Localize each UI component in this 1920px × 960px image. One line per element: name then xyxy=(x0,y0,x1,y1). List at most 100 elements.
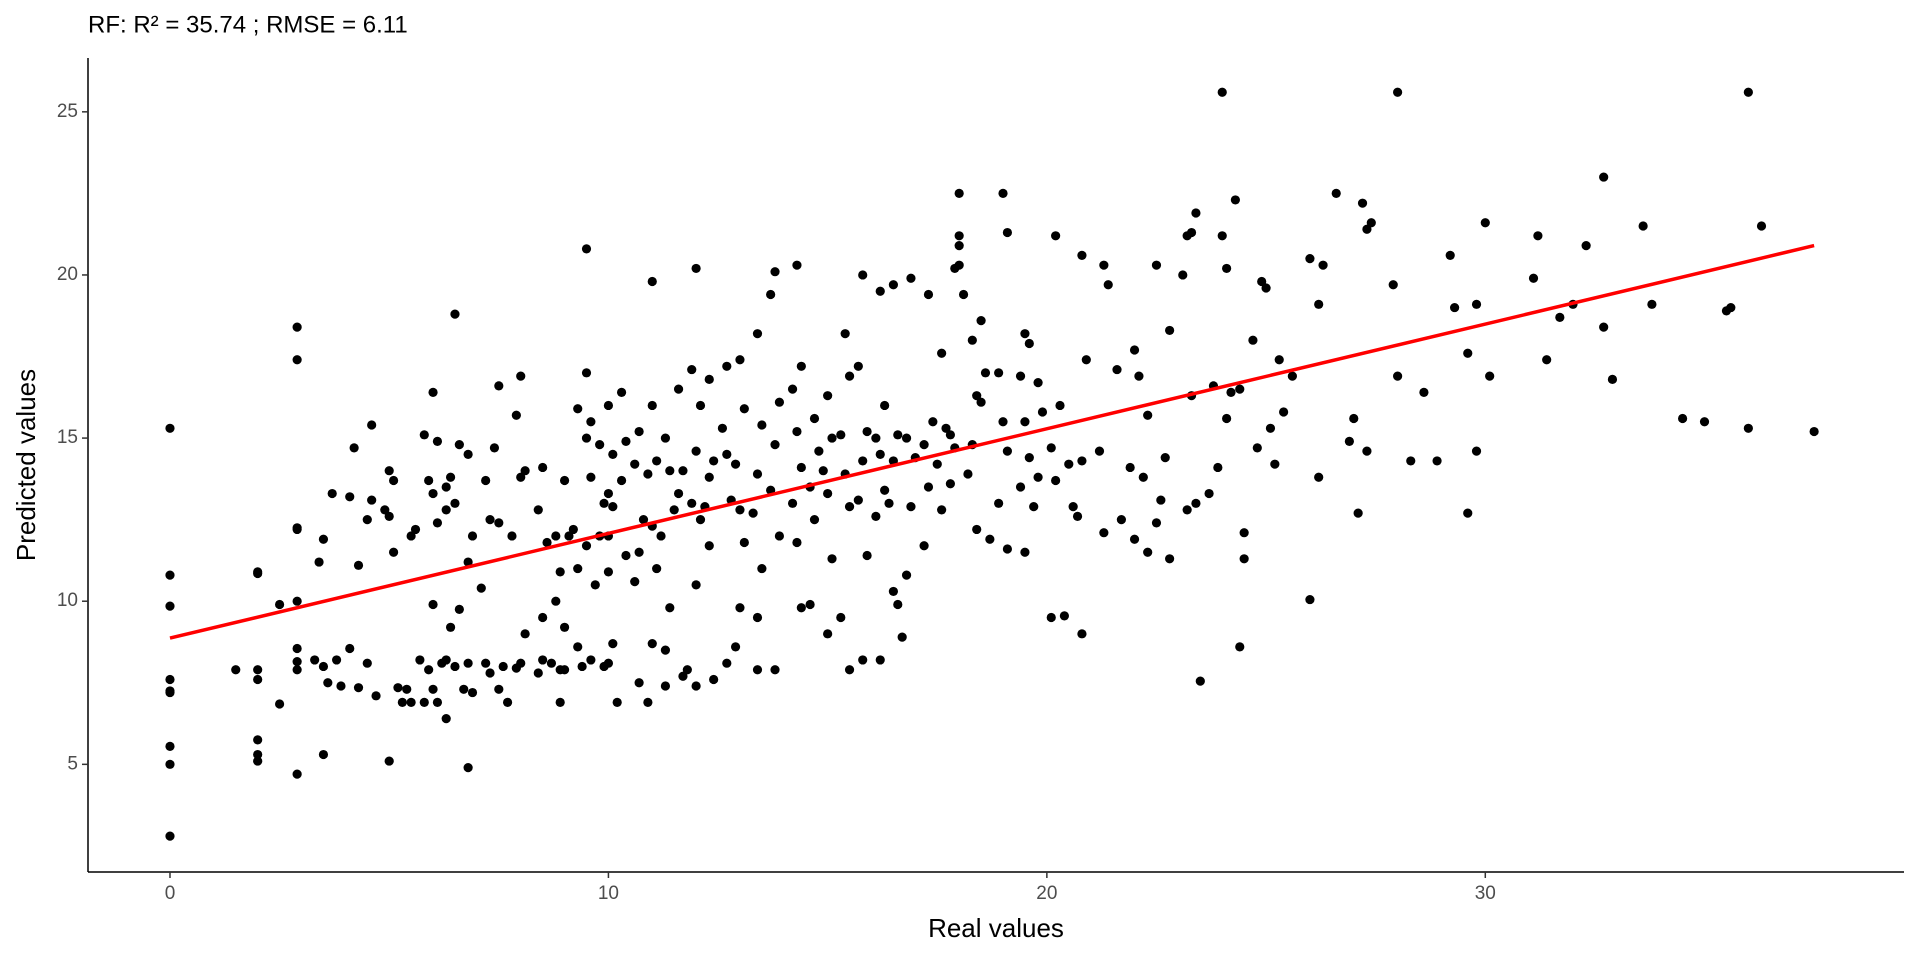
point xyxy=(634,678,644,688)
point xyxy=(380,505,390,515)
point xyxy=(1647,299,1657,309)
point xyxy=(559,475,570,486)
point xyxy=(1020,547,1030,557)
point xyxy=(406,697,416,707)
point xyxy=(1235,642,1245,652)
point xyxy=(1151,260,1162,270)
point xyxy=(586,417,596,427)
point xyxy=(880,400,890,411)
point xyxy=(678,466,688,476)
point xyxy=(402,684,412,694)
point xyxy=(538,612,548,623)
point xyxy=(1213,462,1223,473)
point xyxy=(1270,459,1280,469)
point xyxy=(573,404,583,414)
point xyxy=(551,596,561,606)
point xyxy=(928,417,938,427)
x-tick-label: 0 xyxy=(165,883,176,904)
point xyxy=(691,446,701,456)
point xyxy=(937,505,947,515)
point xyxy=(621,436,631,446)
point xyxy=(695,515,706,525)
y-tick-label: 20 xyxy=(57,264,78,285)
point xyxy=(958,289,969,300)
point xyxy=(893,599,903,610)
point xyxy=(608,639,618,649)
point xyxy=(923,289,934,300)
point xyxy=(770,440,780,450)
point xyxy=(511,410,521,420)
point xyxy=(919,440,929,450)
point xyxy=(840,329,850,339)
point xyxy=(844,501,855,512)
point xyxy=(494,518,504,528)
point xyxy=(573,642,583,652)
point xyxy=(704,472,714,482)
point xyxy=(770,267,780,277)
point xyxy=(1314,299,1324,309)
point xyxy=(1015,482,1026,492)
point xyxy=(428,599,438,610)
point xyxy=(757,420,767,430)
point xyxy=(1156,495,1166,505)
point xyxy=(682,665,692,675)
point xyxy=(388,475,399,486)
point xyxy=(823,629,833,639)
point xyxy=(954,231,964,241)
point xyxy=(634,426,644,437)
point xyxy=(906,501,916,512)
point xyxy=(770,665,780,675)
point xyxy=(577,661,587,672)
point xyxy=(345,492,355,502)
point xyxy=(1252,443,1262,453)
point xyxy=(796,361,806,371)
point xyxy=(858,456,868,466)
point xyxy=(853,495,863,505)
point xyxy=(1077,456,1087,466)
point xyxy=(735,355,745,365)
point xyxy=(945,479,956,489)
point xyxy=(371,691,381,701)
point xyxy=(608,449,618,459)
point xyxy=(1230,195,1240,205)
point xyxy=(292,643,302,654)
point xyxy=(809,413,820,424)
point xyxy=(165,687,175,698)
point xyxy=(367,495,377,505)
point xyxy=(1116,515,1126,525)
point xyxy=(687,498,697,508)
point xyxy=(415,655,425,665)
point xyxy=(691,263,701,274)
point xyxy=(253,674,263,685)
point xyxy=(1046,612,1056,623)
point xyxy=(630,577,640,587)
point xyxy=(1305,254,1315,264)
point xyxy=(787,498,798,508)
point xyxy=(875,449,885,459)
point xyxy=(796,603,806,613)
point xyxy=(836,612,846,623)
point xyxy=(844,665,855,675)
point xyxy=(1607,374,1618,384)
point xyxy=(1480,218,1490,228)
point xyxy=(608,501,618,512)
point xyxy=(1191,498,1201,508)
point xyxy=(687,364,697,375)
y-tick-label: 15 xyxy=(57,427,78,448)
point xyxy=(919,541,929,551)
point xyxy=(893,430,903,440)
point xyxy=(1129,345,1140,355)
point xyxy=(1226,387,1236,398)
point xyxy=(1051,231,1061,241)
point xyxy=(875,286,885,296)
point xyxy=(1002,544,1012,554)
point xyxy=(752,469,763,479)
point xyxy=(353,560,364,570)
point xyxy=(1077,250,1087,260)
point xyxy=(901,433,912,443)
point xyxy=(1471,299,1482,309)
point xyxy=(1178,270,1188,280)
point xyxy=(1051,475,1061,486)
point xyxy=(1182,505,1192,515)
point xyxy=(494,381,504,391)
